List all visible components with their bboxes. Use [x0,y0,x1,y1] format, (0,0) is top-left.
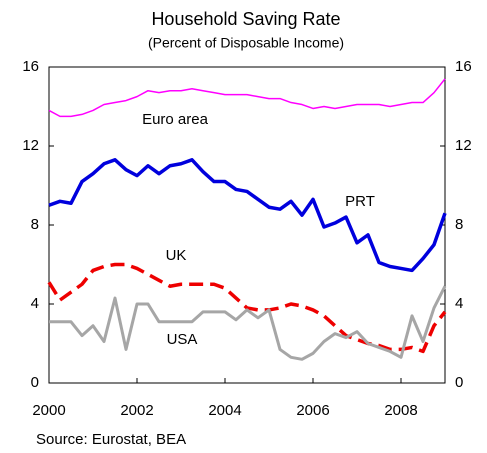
y2-tick-label: 4 [455,295,463,312]
x-tick-label: 2004 [208,402,241,419]
y2-tick-label: 8 [455,216,463,233]
source-note: Source: Eurostat, BEA [36,431,186,448]
y-tick-label: 8 [31,216,39,233]
series-label: UK [166,247,187,264]
series-line [48,78,446,118]
y-tick-label: 12 [22,137,39,154]
series-label: USA [167,331,198,348]
x-tick-label: 2006 [296,402,329,419]
y-tick-label: 4 [31,295,39,312]
y2-tick-label: 0 [455,374,463,391]
x-tick-label: 2000 [32,402,65,419]
y2-tick-label: 16 [455,58,472,75]
x-tick-label: 2008 [384,402,417,419]
series-line [49,285,447,361]
series-label: PRT [345,193,375,210]
plot-frame [48,66,446,384]
y-tick-label: 0 [31,374,39,391]
series-line [47,262,447,354]
chart-subtitle: (Percent of Disposable Income) [148,35,344,51]
y-tick-label: 16 [22,58,39,75]
y2-tick-label: 12 [455,137,472,154]
series-line [48,158,447,273]
series-label: Euro area [142,111,209,128]
x-tick-label: 2002 [120,402,153,419]
chart-title: Household Saving Rate [151,9,340,29]
